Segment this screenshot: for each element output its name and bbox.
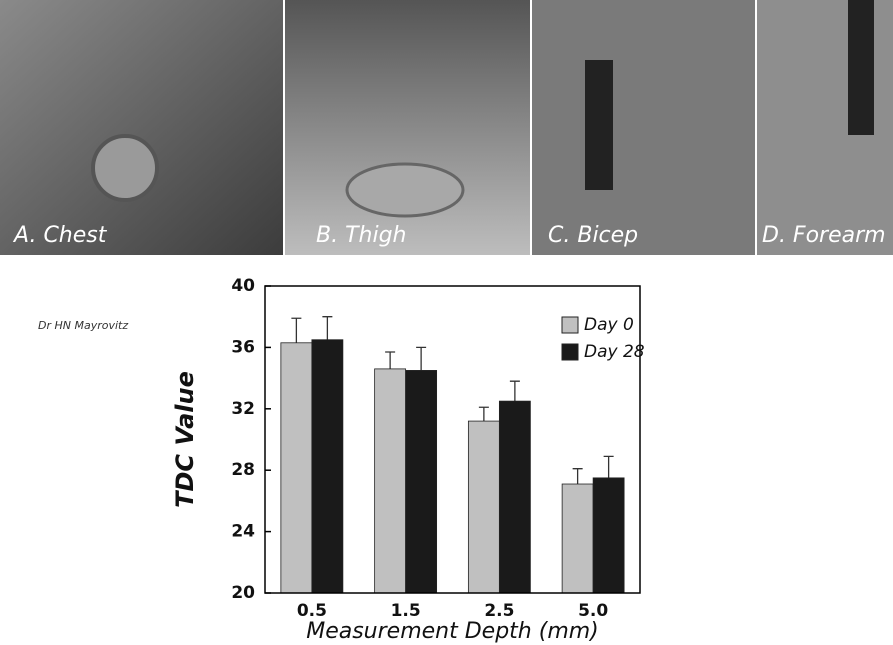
x-tick-label: 5.0 [578,601,608,621]
legend-swatch [562,344,578,360]
y-tick-label: 32 [231,399,255,419]
error-bar [385,352,395,369]
photo-label: A. Chest [12,223,108,248]
figure: A. Chest B. Thigh C. Bicep D. Forearm Dr… [0,0,893,645]
photo-label: C. Bicep [548,223,638,248]
bar [468,421,499,593]
error-bar [416,347,426,370]
bar [593,478,624,593]
legend-swatch [562,317,578,333]
x-tick-label: 1.5 [391,601,421,621]
page: A. Chest B. Thigh C. Bicep D. Forearm Dr… [0,0,893,645]
photo-label: D. Forearm [762,223,886,248]
photo-label: B. Thigh [316,223,406,248]
bar [375,369,406,593]
bar [406,370,437,593]
error-bar [510,381,520,401]
photo-row: A. Chest B. Thigh C. Bicep D. Forearm [0,0,893,255]
y-tick-label: 20 [231,583,255,603]
legend-label: Day 28 [584,342,645,362]
x-tick-label: 2.5 [484,601,514,621]
error-bar [291,318,301,343]
y-tick-label: 36 [231,337,255,357]
error-bar [322,317,332,340]
x-axis-label: Measurement Depth (mm) [306,619,599,644]
watermark: Dr HN Mayrovitz [38,319,128,332]
legend-label: Day 0 [584,315,634,335]
bar [499,401,530,593]
y-tick-label: 28 [231,460,255,480]
chart: 20 24 28 32 36 40 0.5 1.5 2.5 5.0 Day 0 Day 28 Measu… [171,276,645,644]
probe [848,0,874,135]
y-axis-label: TDC Value [171,371,199,508]
error-bar [604,456,614,477]
bar [562,484,593,593]
photo-chest [0,0,283,255]
x-tick-label: 0.5 [297,601,327,621]
probe [93,136,157,200]
bar [312,340,343,593]
y-tick-label: 40 [231,276,255,296]
y-tick-label: 24 [231,522,255,542]
bar [281,343,312,593]
error-bar [479,407,489,421]
probe [347,164,463,216]
error-bar [573,469,583,484]
probe [585,60,613,190]
photo-bicep [532,0,755,255]
